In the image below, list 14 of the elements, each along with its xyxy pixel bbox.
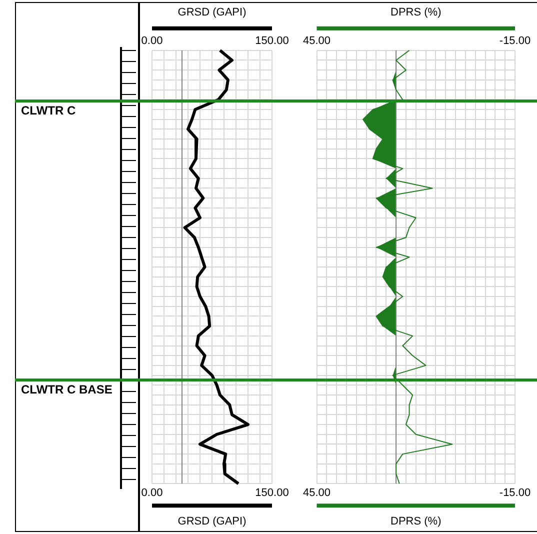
- x-axis-title: GRSD (GAPI): [178, 6, 246, 19]
- x-tick-label: 150.00: [255, 34, 289, 47]
- x-axis-title: DPRS (%): [390, 6, 442, 19]
- text: CLWTR C: [21, 103, 76, 118]
- x-tick-label: -15.00: [499, 34, 531, 47]
- x2-axis-title: GRSD (GAPI): [178, 515, 246, 528]
- x2-tick-label: 0.00: [141, 487, 163, 500]
- text: CLWTR C BASE: [21, 382, 112, 396]
- x-tick-label: 45.00: [303, 34, 331, 47]
- x2-axis-title: DPRS (%): [390, 515, 442, 528]
- x-tick-label: 0.00: [141, 34, 163, 47]
- x2-tick-label: 150.00: [255, 487, 289, 500]
- x2-tick-label: 45.00: [303, 487, 331, 500]
- x2-tick-label: -15.00: [499, 487, 531, 500]
